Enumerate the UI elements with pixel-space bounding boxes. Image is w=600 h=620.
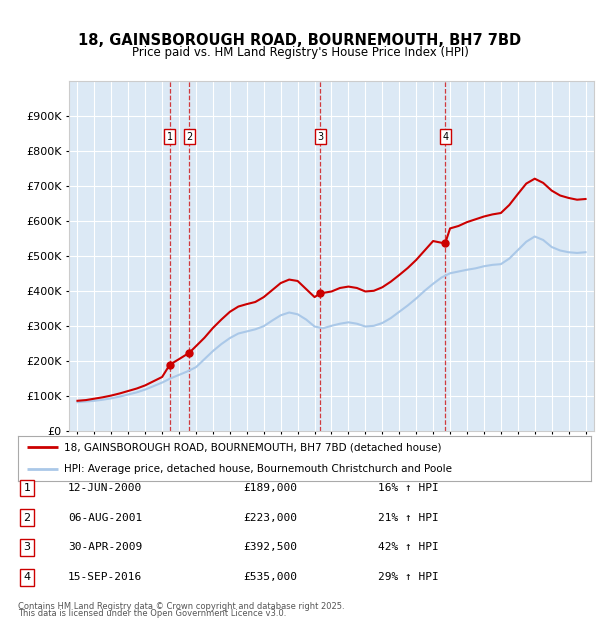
- Text: 4: 4: [23, 572, 31, 582]
- Text: 15-SEP-2016: 15-SEP-2016: [68, 572, 142, 582]
- Text: 2: 2: [23, 513, 31, 523]
- Text: Contains HM Land Registry data © Crown copyright and database right 2025.: Contains HM Land Registry data © Crown c…: [18, 602, 344, 611]
- Text: 1: 1: [167, 131, 173, 141]
- Text: 1: 1: [23, 483, 31, 493]
- Text: 18, GAINSBOROUGH ROAD, BOURNEMOUTH, BH7 7BD (detached house): 18, GAINSBOROUGH ROAD, BOURNEMOUTH, BH7 …: [64, 442, 442, 452]
- Text: This data is licensed under the Open Government Licence v3.0.: This data is licensed under the Open Gov…: [18, 609, 286, 618]
- Text: 16% ↑ HPI: 16% ↑ HPI: [377, 483, 439, 493]
- Text: HPI: Average price, detached house, Bournemouth Christchurch and Poole: HPI: Average price, detached house, Bour…: [64, 464, 452, 474]
- Text: 21% ↑ HPI: 21% ↑ HPI: [377, 513, 439, 523]
- Text: 3: 3: [23, 542, 31, 552]
- Text: 29% ↑ HPI: 29% ↑ HPI: [377, 572, 439, 582]
- Text: 18, GAINSBOROUGH ROAD, BOURNEMOUTH, BH7 7BD: 18, GAINSBOROUGH ROAD, BOURNEMOUTH, BH7 …: [79, 33, 521, 48]
- Text: 12-JUN-2000: 12-JUN-2000: [68, 483, 142, 493]
- Text: 42% ↑ HPI: 42% ↑ HPI: [377, 542, 439, 552]
- Text: £189,000: £189,000: [243, 483, 297, 493]
- Text: £535,000: £535,000: [243, 572, 297, 582]
- Text: 3: 3: [317, 131, 323, 141]
- Text: 30-APR-2009: 30-APR-2009: [68, 542, 142, 552]
- Text: 4: 4: [442, 131, 448, 141]
- Text: 2: 2: [186, 131, 193, 141]
- Text: 06-AUG-2001: 06-AUG-2001: [68, 513, 142, 523]
- Text: £223,000: £223,000: [243, 513, 297, 523]
- Text: £392,500: £392,500: [243, 542, 297, 552]
- Text: Price paid vs. HM Land Registry's House Price Index (HPI): Price paid vs. HM Land Registry's House …: [131, 46, 469, 58]
